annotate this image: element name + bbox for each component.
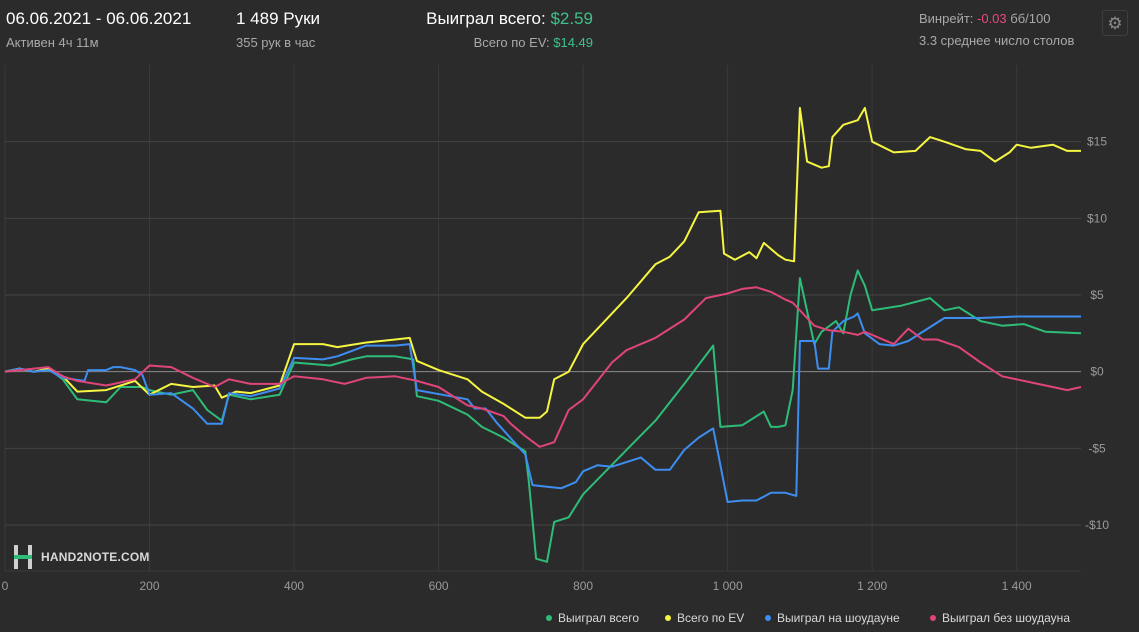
legend-dot (765, 614, 771, 621)
x-tick-label: 1 200 (857, 579, 887, 593)
date-range[interactable]: 06.06.2021 - 06.06.2021 (6, 9, 192, 28)
gear-icon: ⚙ (1107, 13, 1123, 33)
won-total: Выиграл всего: $2.59 (426, 9, 593, 29)
series-line-1 (4, 106, 1081, 419)
y-tick-label: -$5 (1088, 441, 1106, 455)
logo-text: HAND2NOTE.COM (41, 550, 150, 564)
hands-per-hour: 355 рук в час (236, 35, 316, 50)
legend-label: Всего по EV (677, 611, 745, 625)
x-tick-label: 1 400 (1002, 579, 1032, 593)
legend-item-ev[interactable]: Всего по EV (665, 611, 744, 625)
hand2note-logo: HAND2NOTE.COM (12, 544, 150, 570)
winrate-label: Винрейт: (919, 11, 978, 26)
legend-label: Выиграл без шоудауна (942, 611, 1070, 625)
hands-count: 1 489 Руки (236, 9, 321, 28)
legend-item-nonshowdown[interactable]: Выиграл без шоудауна (930, 611, 1070, 625)
x-tick-label: 800 (573, 579, 593, 593)
y-tick-label: $10 (1087, 211, 1107, 225)
x-tick-label: 200 (140, 579, 160, 593)
ev-total: Всего по EV: $14.49 (474, 35, 593, 50)
winrate-value: -0.03 (977, 11, 1007, 26)
x-tick-label: 400 (284, 579, 304, 593)
series-line-0 (4, 269, 1082, 563)
legend-dot (930, 614, 936, 621)
y-tick-label: $15 (1087, 135, 1107, 149)
won-total-label: Выиграл всего: (426, 9, 551, 28)
series-line-2 (4, 312, 1081, 503)
legend-item-showdown[interactable]: Выиграл на шоудауне (765, 611, 900, 625)
x-tick-label: 600 (429, 579, 449, 593)
x-tick-label: 1 000 (713, 579, 743, 593)
legend-label: Выиграл на шоудауне (777, 611, 900, 625)
winrate-unit: бб/100 (1006, 11, 1051, 26)
won-total-value: $2.59 (550, 9, 593, 28)
active-time: Активен 4ч 11м (6, 35, 99, 50)
ev-total-value: $14.49 (553, 35, 593, 50)
legend-dot (665, 614, 671, 621)
legend-label: Выиграл всего (558, 611, 640, 625)
x-tick-label: 0 (2, 579, 9, 593)
legend-item-won[interactable]: Выиграл всего (546, 611, 639, 625)
hand2note-logo-mark (14, 545, 32, 569)
settings-button[interactable]: ⚙ (1102, 10, 1128, 36)
winrate: Винрейт: -0.03 бб/100 (919, 11, 1050, 26)
avg-tables: 3.3 среднее число столов (919, 33, 1075, 48)
series-line-3 (4, 286, 1082, 448)
y-tick-label: -$10 (1085, 518, 1109, 532)
ev-total-label: Всего по EV: (473, 35, 554, 50)
legend-dot (546, 614, 552, 621)
y-tick-label: $5 (1090, 288, 1104, 302)
y-tick-label: $0 (1090, 365, 1104, 379)
